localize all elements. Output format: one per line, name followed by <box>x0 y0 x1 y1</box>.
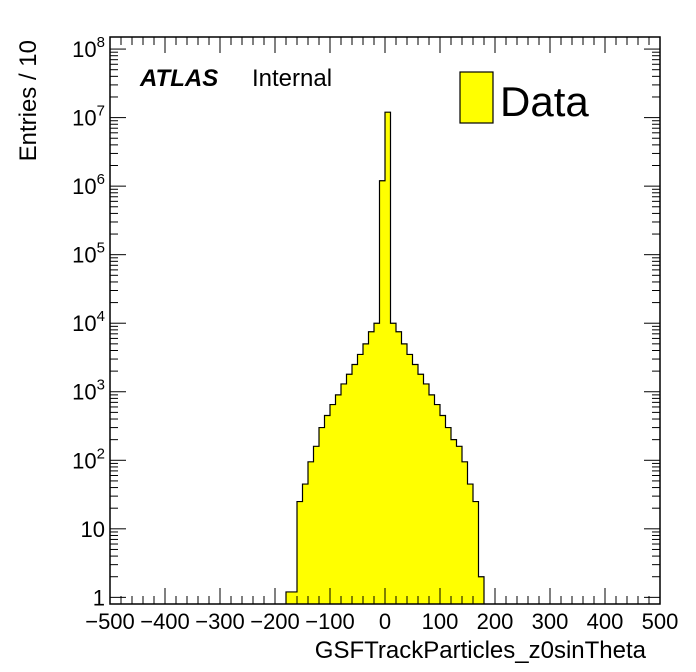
histogram-bar <box>363 343 369 604</box>
histogram-bar <box>308 461 314 604</box>
x-tick-label: 0 <box>379 609 391 634</box>
x-tick-label: −400 <box>140 609 190 634</box>
histogram-bar <box>396 331 402 604</box>
histogram-bar <box>341 383 347 604</box>
x-axis-title: GSFTrackParticles_z0sinTheta <box>315 637 647 664</box>
x-tick-label: −500 <box>85 609 135 634</box>
y-tick-label: 102 <box>72 445 105 473</box>
histogram-bar <box>423 383 429 604</box>
histogram-bar <box>368 331 374 604</box>
histogram-bar <box>440 415 446 604</box>
y-tick-labels: 1 10 102 103 104 105 106 107 108 <box>72 34 105 610</box>
histogram-bar <box>451 439 457 604</box>
legend: Data <box>459 71 589 125</box>
internal-label: Internal <box>252 65 332 92</box>
histogram-bar <box>467 484 473 604</box>
y-tick-label: 10 <box>81 517 105 542</box>
histogram-bar <box>286 591 292 604</box>
x-tick-label: 200 <box>477 609 514 634</box>
histogram-bar <box>401 343 407 604</box>
x-tick-label: 300 <box>532 609 569 634</box>
histogram-bar <box>434 404 440 604</box>
histogram-outline <box>285 111 485 604</box>
histogram-bar <box>335 394 341 604</box>
legend-label: Data <box>500 78 589 125</box>
histogram-bar <box>473 501 479 604</box>
histogram-bar <box>418 374 424 604</box>
histogram-bar <box>291 591 297 604</box>
x-axis-ticks <box>109 37 661 604</box>
x-tick-label: 100 <box>422 609 459 634</box>
y-tick-label: 106 <box>72 171 105 199</box>
x-tick-label: 500 <box>642 609 679 634</box>
histogram-bar <box>445 427 451 604</box>
x-tick-label: −100 <box>305 609 355 634</box>
histogram-bar <box>412 364 418 604</box>
y-tick-label: 104 <box>72 308 105 336</box>
x-tick-label: −200 <box>250 609 300 634</box>
histogram-bar <box>390 323 396 604</box>
histogram-bar <box>352 364 358 604</box>
histogram-bar <box>313 446 319 604</box>
histogram-bar <box>330 404 336 604</box>
atlas-label: ATLAS <box>139 65 218 92</box>
y-tick-label: 105 <box>72 240 105 268</box>
y-tick-label: 108 <box>72 34 105 62</box>
histogram-bar <box>324 415 330 604</box>
y-tick-label: 107 <box>72 103 105 131</box>
histogram-bar <box>385 112 391 604</box>
histogram-bar <box>297 501 303 604</box>
histogram-bar <box>374 323 380 604</box>
histogram-bar <box>462 461 468 604</box>
y-tick-label: 103 <box>72 377 105 405</box>
histogram-bar <box>346 374 352 604</box>
x-tick-label: −300 <box>195 609 245 634</box>
y-axis-ticks <box>110 48 660 598</box>
histogram-bar <box>407 354 413 604</box>
histogram-bar <box>478 576 484 604</box>
histogram-bar <box>456 446 462 604</box>
legend-swatch <box>459 71 494 124</box>
x-tick-label: 400 <box>587 609 624 634</box>
x-tick-labels: −500 −400 −300 −200 −100 0 100 200 300 400 500 <box>85 609 678 634</box>
histogram-bar <box>429 394 435 604</box>
histogram-bar <box>319 427 325 604</box>
histogram-bar <box>379 180 385 604</box>
histogram-bar <box>302 484 308 604</box>
y-tick-label: 1 <box>93 585 105 610</box>
histogram-bar <box>357 354 363 604</box>
histogram-bars <box>285 111 485 604</box>
y-axis-title: Entries / 10 <box>15 40 42 161</box>
